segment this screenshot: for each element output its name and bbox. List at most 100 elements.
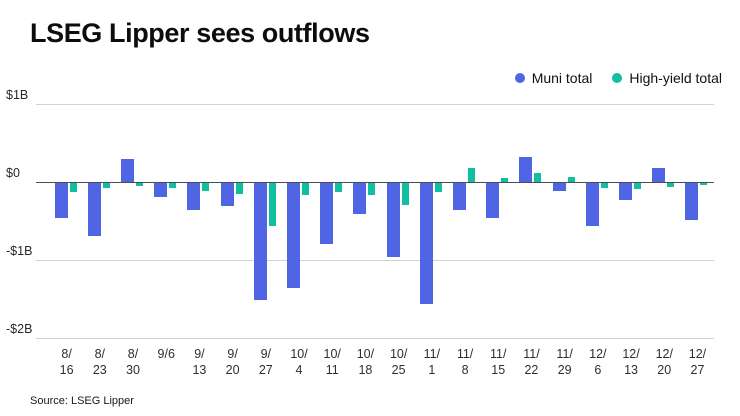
muni-bar-8/16 [54, 183, 68, 219]
x-axis-label: 11/1 [423, 347, 441, 378]
bar-group-10/18 [349, 104, 382, 338]
bar-group-12/13 [614, 104, 647, 338]
muni-bar-11/1 [419, 183, 433, 304]
bar-group-11/22 [515, 104, 548, 338]
gridline-$0 [36, 182, 714, 183]
muni-bar-10/4 [287, 183, 301, 289]
high-yield-bar-11/15 [501, 178, 509, 182]
muni-bar-9/6 [154, 183, 168, 198]
x-axis-label: 8/30 [126, 347, 140, 378]
high-yield-legend-dot-icon [612, 73, 623, 83]
muni-bar-9/13 [187, 183, 201, 211]
plot-area [36, 104, 714, 339]
legend-item-muni: Muni total [514, 70, 593, 86]
x-axis-label: 9/13 [192, 347, 207, 378]
bar-group-9/6 [150, 104, 183, 338]
bar-group-8/30 [116, 104, 149, 338]
x-axis-label: 9/20 [225, 347, 240, 378]
high-yield-bar-11/1 [434, 183, 442, 193]
x-axis-label: 9/6 [157, 347, 175, 361]
bar-group-10/25 [382, 104, 415, 338]
high-yield-bar-12/27 [700, 183, 708, 185]
high-yield-bar-12/13 [634, 183, 642, 190]
x-axis-label: 10/11 [323, 347, 341, 378]
muni-bar-12/27 [685, 183, 699, 221]
bar-group-10/11 [316, 104, 349, 338]
muni-bar-11/15 [486, 183, 500, 219]
high-yield-bar-11/29 [567, 177, 575, 182]
gridline--$2B [36, 338, 714, 339]
x-axis: 8/16 8/23 8/30 9/6 9/13 9/20 9/27 10/4 10/11 10/1… [36, 346, 714, 379]
muni-bar-8/30 [121, 158, 134, 182]
muni-bar-12/6 [585, 183, 599, 226]
x-axis-label: 10/4 [290, 347, 308, 378]
high-yield-bar-12/6 [600, 183, 608, 188]
high-yield-bar-11/8 [468, 167, 476, 182]
muni-bar-11/22 [519, 157, 533, 182]
chart-title: LSEG Lipper sees outflows [30, 18, 370, 48]
gridline--$1B [36, 260, 714, 261]
high-yield-bar-11/22 [534, 172, 542, 182]
x-axis-label: 12/20 [655, 347, 673, 378]
muni-legend-dot-icon [514, 73, 525, 83]
x-axis-label: 11/22 [523, 347, 540, 378]
bar-group-11/8 [448, 104, 481, 338]
muni-bar-12/13 [619, 183, 633, 201]
bar-groups [36, 104, 714, 338]
high-yield-bar-10/4 [302, 183, 310, 195]
high-yield-bar-10/18 [368, 183, 376, 195]
legend: Muni total High-yield total [514, 70, 722, 86]
bar-group-9/20 [216, 104, 249, 338]
muni-bar-8/23 [87, 183, 101, 237]
bar-group-12/6 [581, 104, 614, 338]
muni-bar-11/29 [552, 183, 566, 191]
bar-group-12/20 [648, 104, 681, 338]
muni-bar-11/8 [453, 183, 467, 211]
x-axis-label: 10/25 [389, 347, 408, 378]
high-yield-bar-8/23 [102, 183, 110, 188]
high-yield-bar-8/30 [136, 183, 143, 187]
y-axis-label: $0 [6, 166, 20, 180]
bar-group-8/16 [50, 104, 83, 338]
high-yield-legend-label: High-yield total [629, 70, 722, 86]
muni-bar-12/20 [652, 167, 666, 182]
x-axis-label: 8/16 [59, 347, 74, 378]
high-yield-bar-9/20 [235, 183, 243, 194]
high-yield-bar-9/6 [169, 183, 177, 188]
bar-group-9/27 [249, 104, 282, 338]
muni-legend-label: Muni total [531, 70, 593, 86]
muni-bar-10/25 [386, 183, 400, 258]
bar-group-11/15 [482, 104, 515, 338]
high-yield-bar-8/16 [69, 183, 77, 193]
high-yield-bar-10/25 [401, 183, 409, 205]
x-axis-label: 11/8 [456, 347, 474, 378]
bar-group-9/13 [183, 104, 216, 338]
high-yield-bar-12/20 [667, 183, 675, 187]
x-axis-label: 12/6 [589, 347, 607, 378]
x-axis-label: 8/23 [92, 347, 107, 378]
x-axis-label: 12/13 [622, 347, 640, 378]
y-axis-label: $1B [6, 88, 29, 102]
y-axis-label: -$1B [6, 244, 33, 258]
high-yield-bar-10/11 [335, 183, 343, 193]
high-yield-bar-9/13 [202, 183, 210, 191]
muni-bar-10/18 [353, 183, 367, 215]
bar-group-10/4 [282, 104, 315, 338]
muni-bar-9/27 [253, 183, 267, 300]
x-axis-label: 9/27 [258, 347, 273, 378]
source-label: Source: LSEG Lipper [30, 395, 134, 407]
y-axis-label: -$2B [6, 322, 33, 336]
bar-group-8/23 [83, 104, 116, 338]
legend-item-high-yield: High-yield total [612, 70, 722, 86]
high-yield-bar-9/27 [268, 183, 276, 226]
x-axis-label: 12/27 [688, 347, 707, 378]
muni-bar-10/11 [320, 183, 334, 244]
gridline-$1B [36, 104, 714, 105]
bar-group-11/1 [415, 104, 448, 338]
bar-group-11/29 [548, 104, 581, 338]
bar-group-12/27 [681, 104, 714, 338]
muni-bar-9/20 [220, 183, 234, 207]
x-axis-label: 10/18 [356, 347, 375, 378]
x-axis-label: 11/15 [490, 347, 507, 378]
